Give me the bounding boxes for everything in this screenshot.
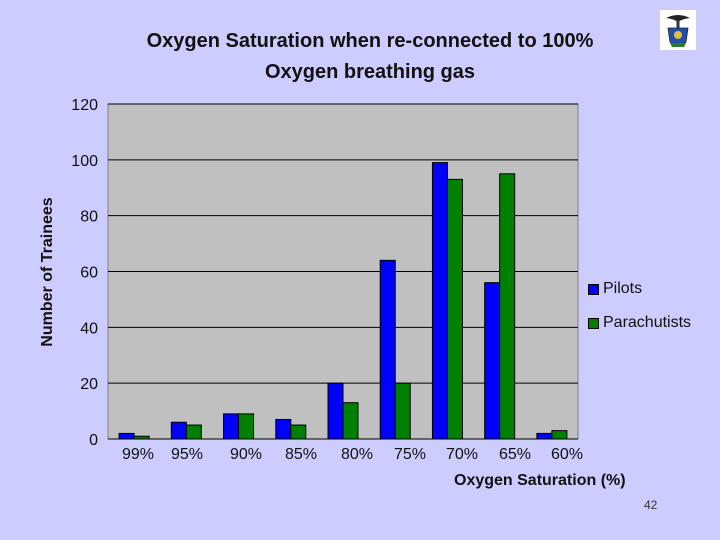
bar-pilots-70: [431, 162, 448, 440]
bar-pilots-60: [536, 432, 553, 440]
bar-pilots-75: [379, 259, 396, 440]
legend-swatch-pilots: [588, 283, 599, 295]
slide-number: 42: [644, 498, 658, 512]
legend-item-parachutists: Parachutists: [584, 306, 691, 340]
bar-parachutists-65: [499, 173, 516, 440]
x-tick-label: 70%: [446, 446, 478, 463]
legend-label-parachutists: Parachutists: [603, 314, 692, 331]
y-axis-label: Number of Trainees: [39, 197, 56, 347]
chart-title-line2: Oxygen breathing gas: [264, 61, 476, 83]
y-tick-label: 100: [71, 153, 98, 170]
y-tick-label: 40: [80, 320, 98, 337]
bar-pilots-65: [484, 282, 501, 440]
y-tick-label: 120: [71, 97, 98, 114]
bar-pilots-99: [118, 432, 135, 440]
legend-item-pilots: Pilots: [584, 272, 691, 306]
y-tick-label: 20: [80, 376, 98, 393]
crest-logo-icon: [660, 10, 696, 50]
x-tick-label: 99%: [122, 446, 154, 463]
bar-parachutists-90: [238, 413, 255, 440]
x-tick-label: 95%: [171, 446, 203, 463]
legend: Pilots Parachutists: [582, 268, 694, 346]
bar-parachutists-80: [342, 402, 359, 440]
y-tick-label: 80: [80, 209, 98, 226]
chart-title-line1: Oxygen Saturation when re-connected to 1…: [146, 30, 594, 52]
x-axis-label: Oxygen Saturation (%): [454, 472, 626, 489]
legend-swatch-parachutists: [588, 317, 599, 329]
chart-title: Oxygen Saturation when re-connected to 1…: [80, 26, 660, 88]
x-tick-label: 65%: [499, 446, 531, 463]
bar-pilots-90: [223, 413, 240, 440]
bar-parachutists-95: [185, 424, 202, 440]
x-tick-label: 75%: [394, 446, 426, 463]
y-tick-label: 60: [80, 265, 98, 282]
bar-parachutists-60: [551, 430, 568, 440]
bar-parachutists-85: [290, 424, 307, 440]
bar-pilots-95: [170, 421, 187, 440]
legend-label-pilots: Pilots: [603, 280, 643, 297]
x-tick-label: 85%: [285, 446, 317, 463]
x-tick-label: 80%: [341, 446, 373, 463]
bar-pilots-85: [275, 418, 292, 440]
bar-parachutists-75: [394, 382, 411, 440]
y-tick-label: 0: [89, 432, 98, 449]
bar-pilots-80: [327, 382, 344, 440]
x-tick-label: 60%: [551, 446, 583, 463]
bar-parachutists-70: [446, 178, 463, 440]
x-tick-label: 90%: [230, 446, 262, 463]
bar-parachutists-99: [133, 435, 150, 440]
